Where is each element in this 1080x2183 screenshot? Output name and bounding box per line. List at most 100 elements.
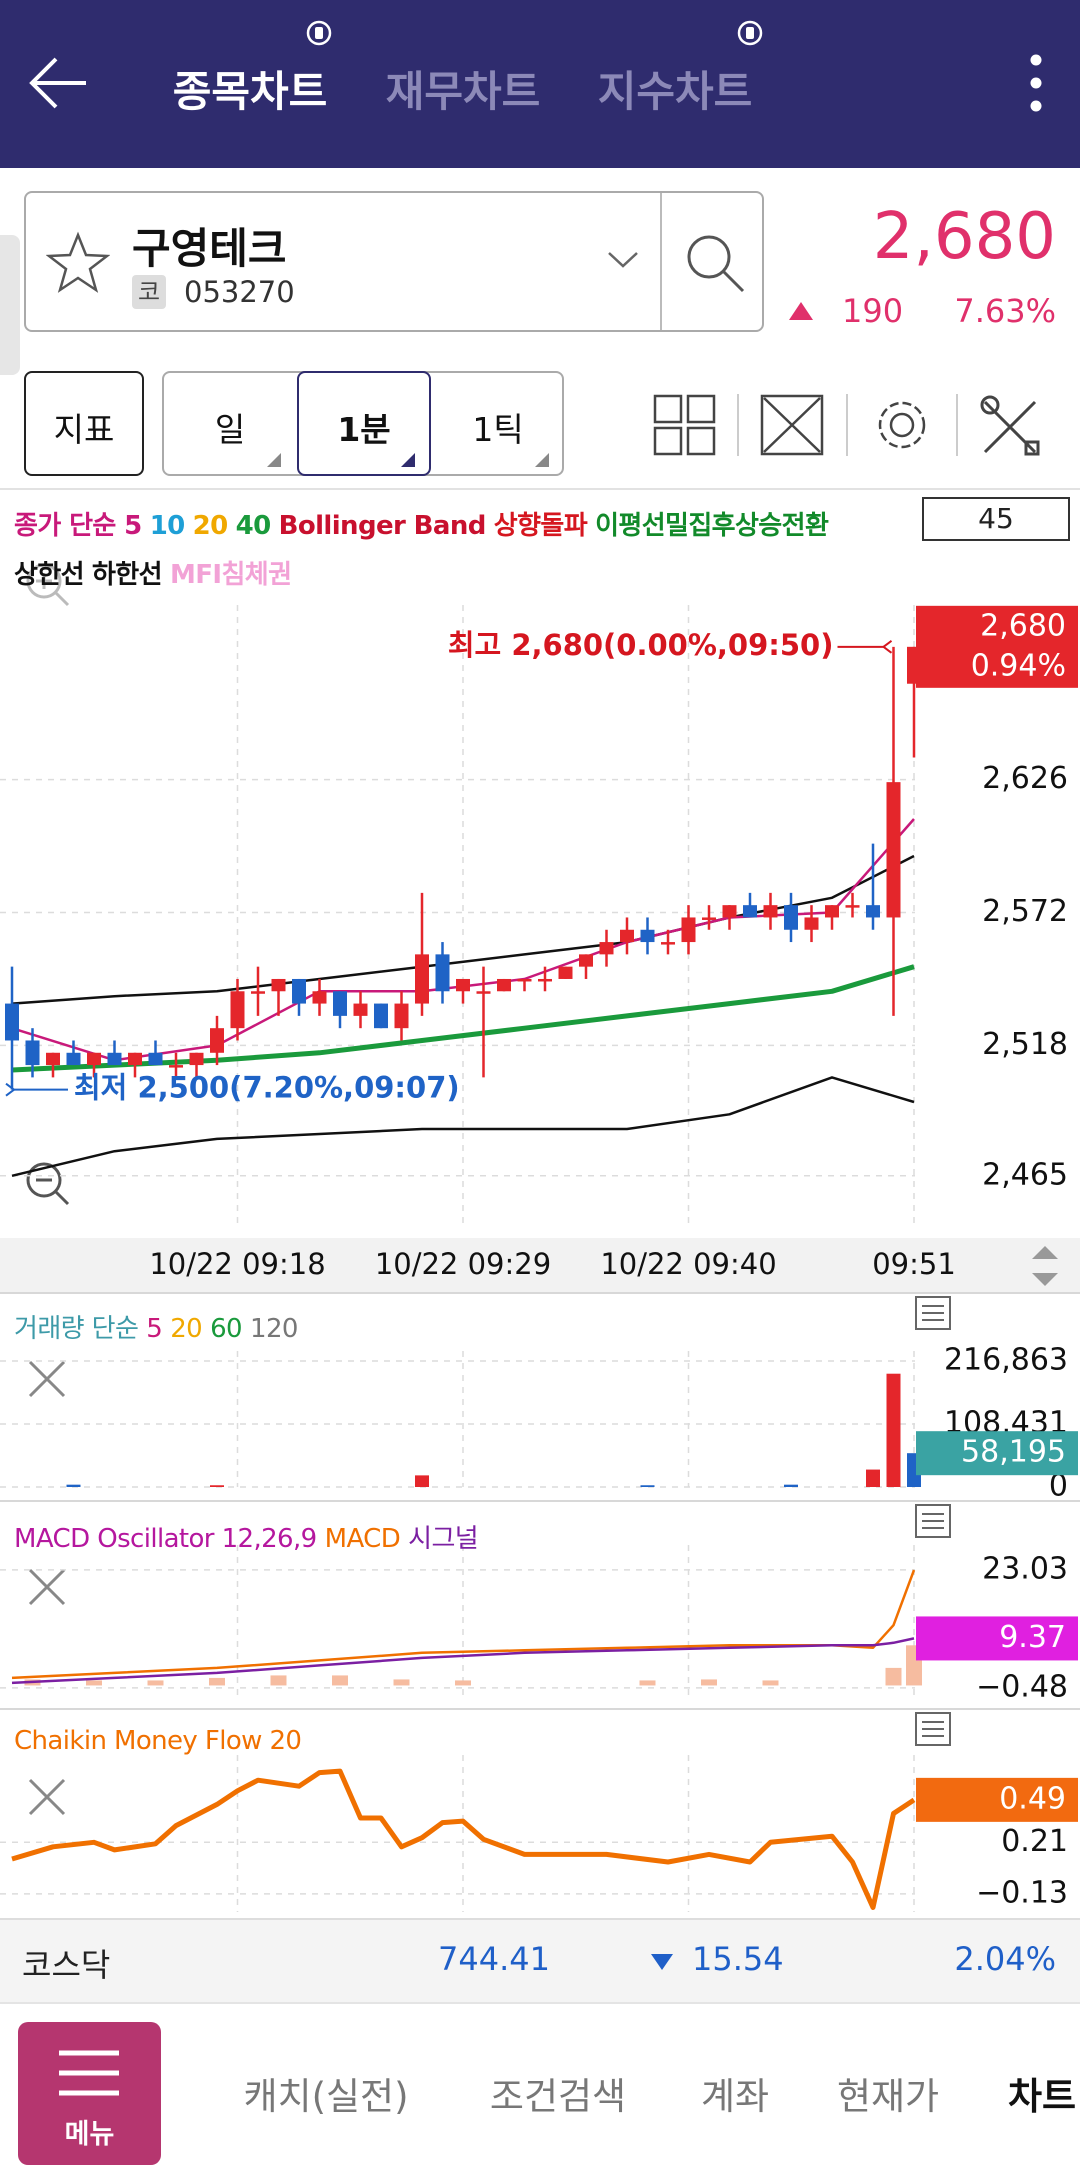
candle-body bbox=[456, 978, 470, 992]
tools-icon[interactable] bbox=[980, 395, 1040, 456]
annotation: 최저 2,500(7.20%,09:07) bbox=[74, 1071, 460, 1105]
volume-bar bbox=[640, 1485, 655, 1487]
volume-bar bbox=[784, 1484, 798, 1487]
up-triangle bbox=[789, 302, 813, 320]
side-handle[interactable] bbox=[0, 235, 20, 375]
menu-button[interactable]: 메뉴 bbox=[18, 2022, 161, 2165]
x-tick-label: 09:51 bbox=[872, 1247, 956, 1281]
period-button[interactable]: 일 bbox=[214, 410, 246, 449]
favorite-star[interactable] bbox=[46, 231, 110, 295]
candle-body bbox=[517, 978, 532, 982]
candle-body bbox=[230, 991, 245, 1029]
value-tag-label: 0.49 bbox=[999, 1781, 1066, 1816]
legend-item: 60 bbox=[210, 1314, 242, 1344]
nav-item[interactable]: 조건검색 bbox=[489, 2075, 627, 2118]
scroll-toggle[interactable] bbox=[1032, 1246, 1058, 1286]
price-change-rate: 7.63% bbox=[954, 292, 1056, 330]
oscillator-bar bbox=[639, 1680, 656, 1686]
candle-body bbox=[538, 978, 552, 982]
candle-body bbox=[374, 1003, 388, 1029]
back-button[interactable] bbox=[28, 55, 92, 111]
stock-code: 053270 bbox=[184, 275, 295, 309]
legend-item: 40 bbox=[235, 511, 272, 541]
index-rate: 2.04% bbox=[954, 1940, 1056, 1978]
tab[interactable]: 종목차트 bbox=[172, 67, 328, 116]
panel-separator bbox=[0, 1292, 1080, 1294]
legend-item: 20 bbox=[170, 1314, 203, 1344]
indicator-label: 지표 bbox=[53, 410, 115, 449]
candle-body bbox=[866, 905, 880, 918]
close-panel[interactable] bbox=[28, 1360, 66, 1816]
candle-body bbox=[5, 1003, 19, 1041]
volume-bar bbox=[210, 1485, 224, 1487]
settings-icon[interactable] bbox=[878, 401, 926, 449]
stock-search-box[interactable]: 구영테크 코 053270 bbox=[24, 191, 764, 332]
panel-menu[interactable] bbox=[915, 1296, 951, 1746]
candle-body bbox=[271, 978, 286, 992]
y-tick-label: 2,465 bbox=[982, 1157, 1068, 1192]
price-tag-rate: 0.94% bbox=[971, 648, 1066, 683]
index-bar[interactable]: 코스닥 744.41 15.54 2.04% bbox=[0, 1918, 1080, 2002]
oscillator-bar bbox=[86, 1680, 102, 1686]
value-tag-label: 58,195 bbox=[961, 1435, 1066, 1470]
candle-body bbox=[66, 1052, 81, 1066]
macd-legend: MACD Oscillator 12,26,9 MACD 시그널 bbox=[14, 1518, 486, 1555]
oscillator-bar bbox=[701, 1679, 717, 1686]
nav-item[interactable]: 계좌 bbox=[700, 2075, 770, 2118]
volume-bar bbox=[66, 1484, 81, 1487]
corner-mark bbox=[267, 453, 281, 467]
line bbox=[11, 1768, 916, 1910]
value-tag bbox=[916, 1777, 1078, 1822]
dropdown-chevron[interactable] bbox=[606, 249, 640, 271]
search-button[interactable] bbox=[681, 229, 751, 299]
stock-name: 구영테크 bbox=[132, 224, 287, 273]
candle-body bbox=[312, 991, 327, 1004]
line bbox=[11, 854, 915, 1005]
price-tag-label: 2,680 bbox=[980, 608, 1066, 643]
period-button[interactable]: 1틱 bbox=[472, 410, 524, 449]
oscillator-bar bbox=[393, 1679, 410, 1686]
legend-item: 10 bbox=[149, 511, 186, 541]
legend-item: Chaikin Money Flow 20 bbox=[14, 1726, 302, 1756]
candle-body bbox=[435, 954, 450, 992]
y-tick-label: 23.03 bbox=[982, 1551, 1068, 1586]
period-selected[interactable] bbox=[297, 371, 431, 476]
index-value: 744.41 bbox=[438, 1940, 550, 1978]
fullscreen-icon[interactable] bbox=[760, 394, 824, 456]
panel-separator bbox=[0, 1708, 1080, 1710]
candle-body bbox=[169, 1065, 183, 1068]
zoom-out[interactable] bbox=[26, 1162, 70, 1206]
oscillator-bar bbox=[270, 1675, 287, 1686]
visible-count[interactable]: 45 bbox=[922, 497, 1070, 541]
tab[interactable]: 지수차트 bbox=[597, 67, 753, 116]
index-change: 15.54 bbox=[692, 1940, 784, 1978]
more-menu[interactable] bbox=[1022, 50, 1050, 120]
candle-body bbox=[620, 929, 634, 943]
y-tick-label: 2,518 bbox=[982, 1027, 1068, 1062]
nav-item[interactable]: 현재가 bbox=[836, 2075, 940, 2118]
candle-body bbox=[333, 991, 347, 1016]
x-tick-label: 10/22 09:40 bbox=[600, 1247, 776, 1281]
candle-body bbox=[251, 991, 265, 994]
layout-icon[interactable] bbox=[653, 394, 716, 456]
oscillator-bar bbox=[762, 1680, 779, 1686]
period-button[interactable]: 1분 bbox=[337, 410, 391, 449]
time-axis-band bbox=[0, 1238, 1080, 1292]
annotation-arrowhead bbox=[882, 640, 893, 654]
nav-item[interactable]: 캐치(실전) bbox=[243, 2075, 409, 2118]
legend-item: 120 bbox=[250, 1314, 298, 1344]
tab-badge bbox=[737, 20, 763, 46]
candle-body bbox=[743, 905, 757, 918]
index-name: 코스닥 bbox=[22, 1946, 111, 1984]
corner-mark bbox=[535, 453, 549, 467]
tab[interactable]: 재무차트 bbox=[385, 67, 541, 116]
nav-item[interactable]: 차트 bbox=[1008, 2075, 1077, 2118]
indicator-button[interactable]: 지표 bbox=[24, 371, 144, 476]
y-tick-label: 0.21 bbox=[1001, 1824, 1068, 1859]
candle-body bbox=[784, 905, 798, 930]
candle-body bbox=[681, 917, 696, 943]
main-legend: 종가 단순 5 10 20 40 Bollinger Band 상향돌파 이평선밀집후상승전… bbox=[14, 505, 836, 542]
divider bbox=[660, 193, 662, 330]
zoom-in[interactable] bbox=[26, 563, 70, 607]
